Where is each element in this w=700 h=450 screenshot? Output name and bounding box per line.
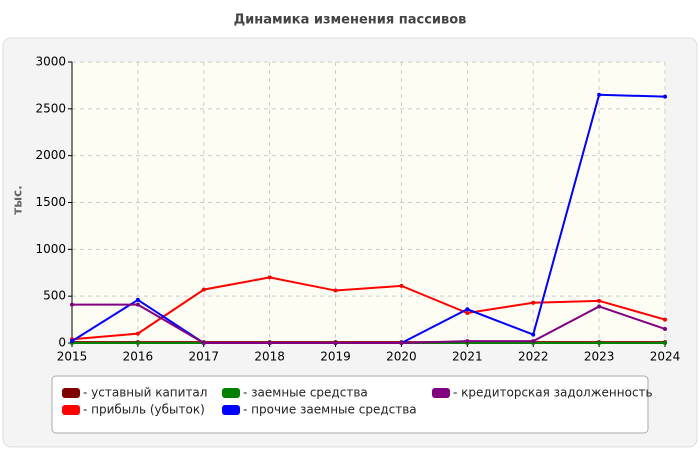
y-tick-label: 2000 bbox=[35, 148, 66, 162]
point bbox=[597, 341, 602, 345]
point bbox=[531, 332, 536, 337]
point bbox=[663, 326, 667, 331]
y-tick-label: 1500 bbox=[35, 195, 66, 209]
legend-swatch bbox=[222, 405, 240, 415]
legend-label: - уставный капитал bbox=[83, 386, 207, 400]
x-tick-label: 2015 bbox=[57, 350, 88, 364]
chart-title: Динамика изменения пассивов bbox=[234, 13, 467, 28]
point bbox=[333, 288, 338, 293]
x-tick-label: 2024 bbox=[650, 350, 681, 364]
point bbox=[70, 302, 74, 307]
legend-swatch bbox=[62, 405, 80, 415]
point bbox=[465, 339, 470, 344]
point bbox=[465, 307, 470, 312]
legend-swatch bbox=[432, 388, 450, 398]
series-line bbox=[72, 303, 666, 344]
y-tick-label: 2500 bbox=[35, 101, 66, 115]
legend-label: - заемные средства bbox=[243, 386, 368, 400]
series-line bbox=[71, 276, 666, 341]
legend-swatch bbox=[222, 388, 240, 398]
x-tick-label: 2021 bbox=[452, 350, 483, 364]
legend-swatch bbox=[62, 388, 80, 398]
y-tick-label: 0 bbox=[58, 336, 66, 350]
point bbox=[267, 341, 272, 345]
point bbox=[663, 317, 667, 322]
point bbox=[597, 92, 602, 97]
y-axis-label: тыс. bbox=[11, 185, 25, 214]
point bbox=[531, 339, 536, 344]
point bbox=[531, 300, 536, 305]
y-tick-label: 500 bbox=[43, 289, 66, 303]
point bbox=[201, 341, 206, 345]
x-tick-label: 2018 bbox=[254, 350, 285, 364]
x-tick-label: 2022 bbox=[518, 350, 549, 364]
x-tick-label: 2016 bbox=[123, 350, 154, 364]
legend-label: - прочие заемные средства bbox=[243, 403, 417, 417]
point bbox=[70, 339, 74, 344]
point bbox=[663, 94, 667, 99]
point bbox=[333, 341, 338, 345]
point bbox=[135, 302, 140, 307]
point bbox=[597, 298, 602, 303]
legend-label: - прибыль (убыток) bbox=[83, 403, 205, 417]
point bbox=[465, 311, 470, 316]
legend-label: - кредиторская задолженность bbox=[453, 386, 653, 400]
point bbox=[201, 287, 206, 292]
x-tick-label: 2019 bbox=[320, 350, 351, 364]
y-tick-label: 1000 bbox=[35, 242, 66, 256]
point bbox=[399, 283, 404, 288]
x-tick-label: 2017 bbox=[189, 350, 220, 364]
point bbox=[135, 331, 140, 336]
point bbox=[399, 341, 404, 345]
x-tick-label: 2023 bbox=[584, 350, 615, 364]
point bbox=[267, 275, 272, 280]
point bbox=[135, 341, 140, 345]
point bbox=[597, 304, 602, 309]
point bbox=[135, 297, 140, 302]
y-tick-label: 3000 bbox=[35, 55, 66, 69]
point bbox=[663, 341, 667, 345]
legend-box bbox=[51, 375, 649, 434]
x-tick-label: 2020 bbox=[386, 350, 417, 364]
